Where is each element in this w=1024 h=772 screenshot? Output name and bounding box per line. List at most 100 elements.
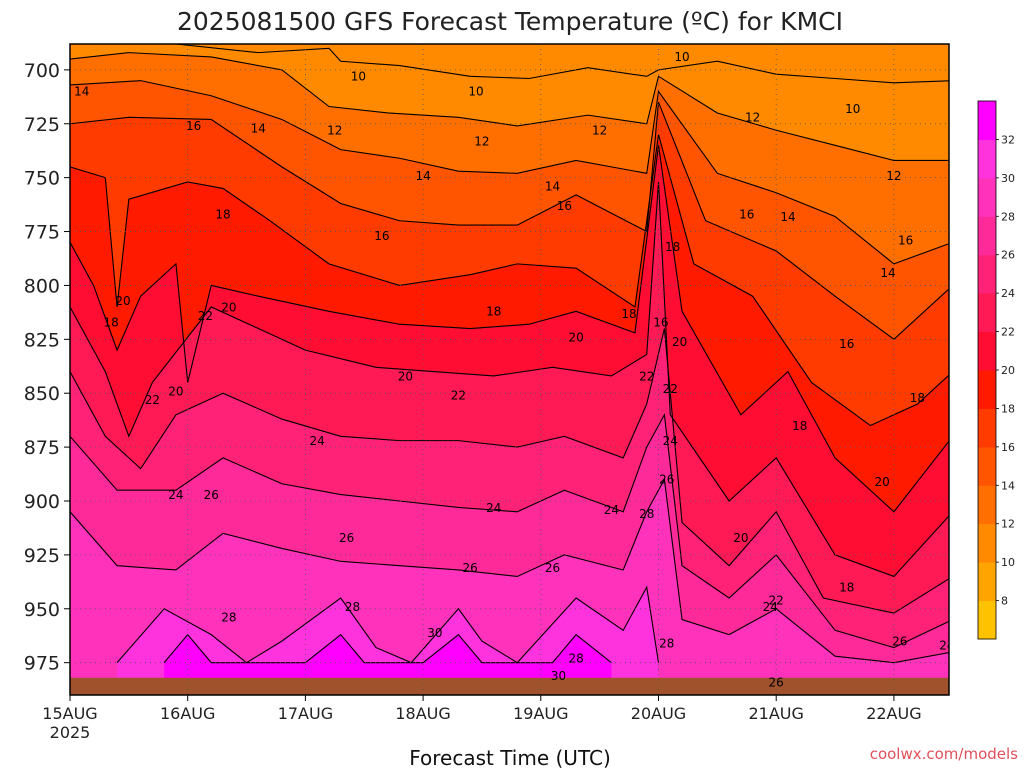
y-tick-label: 900	[24, 491, 60, 513]
colorbar-swatch	[978, 293, 996, 333]
contour-label: 26	[769, 675, 784, 689]
contour-label: 10	[845, 102, 860, 116]
y-tick-label: 750	[24, 168, 60, 190]
colorbar-swatch	[978, 331, 996, 371]
colorbar-label: 20	[1001, 364, 1015, 377]
contour-label: 18	[215, 208, 230, 222]
x-tick-label: 22AUG	[866, 704, 921, 723]
colorbar-swatch	[978, 177, 996, 217]
contour-label: 28	[221, 611, 236, 625]
contour-label: 20	[733, 531, 748, 545]
contour-label: 12	[886, 169, 901, 183]
contour-label: 22	[769, 593, 784, 607]
contour-label: 24	[168, 488, 183, 502]
contour-label: 18	[621, 307, 636, 321]
x-tick-label: 17AUG	[278, 704, 333, 723]
contour-label: 12	[327, 124, 342, 138]
colorbar-label: 28	[1001, 210, 1015, 223]
colorbar-label: 30	[1001, 172, 1015, 185]
contour-label: 22	[851, 710, 866, 724]
colorbar-swatch	[978, 408, 996, 448]
contour-label: 26	[892, 634, 907, 648]
contour-label: 28	[568, 652, 583, 666]
contour-label: 20	[221, 300, 236, 314]
contour-label: 14	[415, 169, 430, 183]
y-tick-label: 950	[24, 599, 60, 621]
contour-label: 30	[551, 669, 566, 683]
contour-label: 24	[663, 434, 678, 448]
contour-label: 26	[204, 488, 219, 502]
isotherm-24	[70, 328, 949, 614]
contour-label: 14	[74, 85, 89, 99]
x-tick-label: 21AUG	[748, 704, 803, 723]
contour-label: 14	[545, 180, 560, 194]
colorbar-swatch	[978, 523, 996, 563]
isotherm-22	[70, 181, 949, 578]
y-tick-label: 725	[24, 114, 60, 136]
y-tick-label: 825	[24, 329, 60, 351]
colorbar-label: 22	[1001, 326, 1015, 339]
x-tick-label: 19AUG	[513, 704, 568, 723]
contour-label: 18	[665, 240, 680, 254]
isotherm-32	[163, 633, 612, 664]
y-tick-label: 925	[24, 545, 60, 567]
contour-label: 12	[474, 134, 489, 148]
isotherm-10	[175, 44, 949, 84]
colorbar-label: 32	[1001, 133, 1015, 146]
y-tick-label: 850	[24, 383, 60, 405]
isotherm-14	[70, 80, 949, 265]
contour-label: 26	[659, 473, 674, 487]
contour-label: 22	[145, 393, 160, 407]
colorbar-swatch	[978, 446, 996, 486]
contour-label: 22	[198, 309, 213, 323]
contour-label: 16	[839, 337, 854, 351]
plot-frame	[69, 43, 950, 696]
contour-label: 18	[104, 315, 119, 329]
contour-label: 16	[898, 233, 913, 247]
contour-label: 20	[568, 330, 583, 344]
contour-label: 18	[839, 581, 854, 595]
contour-label: 14	[780, 210, 795, 224]
contour-label: 16	[186, 119, 201, 133]
colorbar-swatch	[978, 216, 996, 256]
contour-label: 20	[168, 384, 183, 398]
contour-label: 22	[451, 389, 466, 403]
contour-label: 28	[639, 507, 654, 521]
y-tick-label: 875	[24, 437, 60, 459]
contour-label: 16	[374, 229, 389, 243]
chart-title: 2025081500 GFS Forecast Temperature (ºC)…	[177, 7, 843, 36]
contour-label: 20	[398, 369, 413, 383]
contour-label: 24	[310, 434, 325, 448]
contour-label: 30	[427, 626, 442, 640]
contour-label: 28	[659, 637, 674, 651]
colorbar-swatch	[978, 101, 996, 140]
contour-label: 22	[639, 369, 654, 383]
colorbar-swatch	[978, 600, 996, 640]
colorbar-label: 24	[1001, 287, 1015, 300]
y-tick-label: 975	[24, 653, 60, 675]
contour-label: 16	[653, 315, 668, 329]
contour-label: 14	[251, 121, 266, 135]
contour-label: 14	[880, 266, 895, 280]
contour-label: 26	[339, 531, 354, 545]
y-tick-label: 775	[24, 222, 60, 244]
credit-text: coolwx.com/models	[870, 745, 1018, 763]
contour-label: 20	[115, 294, 130, 308]
contour-label: 24	[604, 503, 619, 517]
contour-label: 12	[745, 111, 760, 125]
contour-label: 18	[910, 391, 925, 405]
y-tick-label: 700	[24, 60, 60, 82]
contour-label: 24	[939, 639, 954, 653]
isotherm-20	[70, 145, 949, 513]
colorbar-label: 16	[1001, 441, 1015, 454]
x-tick-label: 20AUG	[631, 704, 686, 723]
colorbar-label: 18	[1001, 402, 1015, 415]
colorbar-swatch	[978, 562, 996, 602]
isotherm-28	[70, 477, 949, 664]
contour-label: 24	[486, 501, 501, 515]
colorbar-swatch	[978, 485, 996, 525]
contour-label: 12	[592, 124, 607, 138]
isotherm-16	[70, 101, 949, 341]
